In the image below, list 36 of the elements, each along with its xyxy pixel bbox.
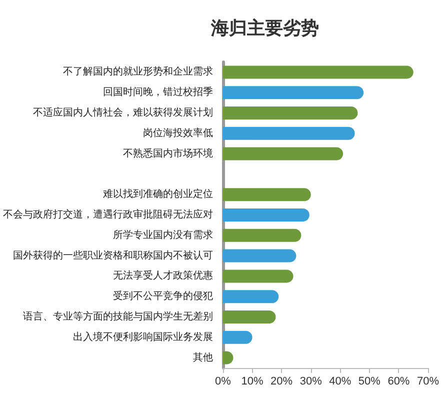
- y-tick-label: 不适应国内人情社会，难以获得发展计划: [33, 106, 213, 118]
- bar: [223, 290, 279, 304]
- y-tick-label: 受到不公平竞争的侵犯: [113, 290, 213, 302]
- x-tick-label: 20%: [270, 376, 293, 388]
- bar: [223, 249, 296, 262]
- x-tick-label: 0%: [215, 376, 232, 388]
- y-tick-label: 不了解国内的就业形势和企业需求: [63, 66, 213, 78]
- y-tick-label: 岗位海投效率低: [143, 126, 213, 139]
- x-tick-label: 60%: [388, 376, 410, 388]
- bar: [223, 126, 355, 140]
- bar: [223, 330, 252, 344]
- y-tick-label: 出入境不便利影响国际业务发展: [73, 330, 213, 343]
- bar: [223, 86, 364, 100]
- x-tick-label: 10%: [241, 376, 264, 388]
- x-tick-label: 30%: [300, 376, 322, 388]
- bar: [223, 310, 276, 324]
- y-tick-label: 不会与政府打交道，遭遇行政审批阻碍无法应对: [3, 208, 213, 220]
- bar: [223, 228, 302, 242]
- bar: [223, 270, 294, 283]
- bar: [223, 106, 358, 120]
- y-tick-label: 其他: [193, 351, 213, 364]
- chart-title: 海归主要劣势: [210, 18, 319, 38]
- bar: [223, 66, 414, 79]
- y-tick-label: 不熟悉国内市场环境: [123, 147, 213, 160]
- y-tick-label: 难以找到准确的创业定位: [103, 188, 213, 200]
- x-tick-label: 50%: [358, 376, 381, 388]
- bar: [223, 188, 311, 202]
- x-tick-label: 70%: [416, 376, 440, 388]
- bar: [223, 147, 344, 160]
- y-tick-label: 所学专业国内没有需求: [113, 228, 213, 241]
- y-tick-label: 国外获得的一些职业资格和职称国内不被认可: [13, 249, 213, 262]
- bar: [223, 208, 310, 222]
- y-tick-label: 语言、专业等方面的技能与国内学生无差别: [23, 310, 213, 322]
- y-tick-label: 无法享受人才政策优惠: [113, 270, 213, 282]
- y-tick-label: 回国时间晚，错过校招季: [103, 86, 213, 98]
- x-tick-label: 40%: [329, 376, 352, 388]
